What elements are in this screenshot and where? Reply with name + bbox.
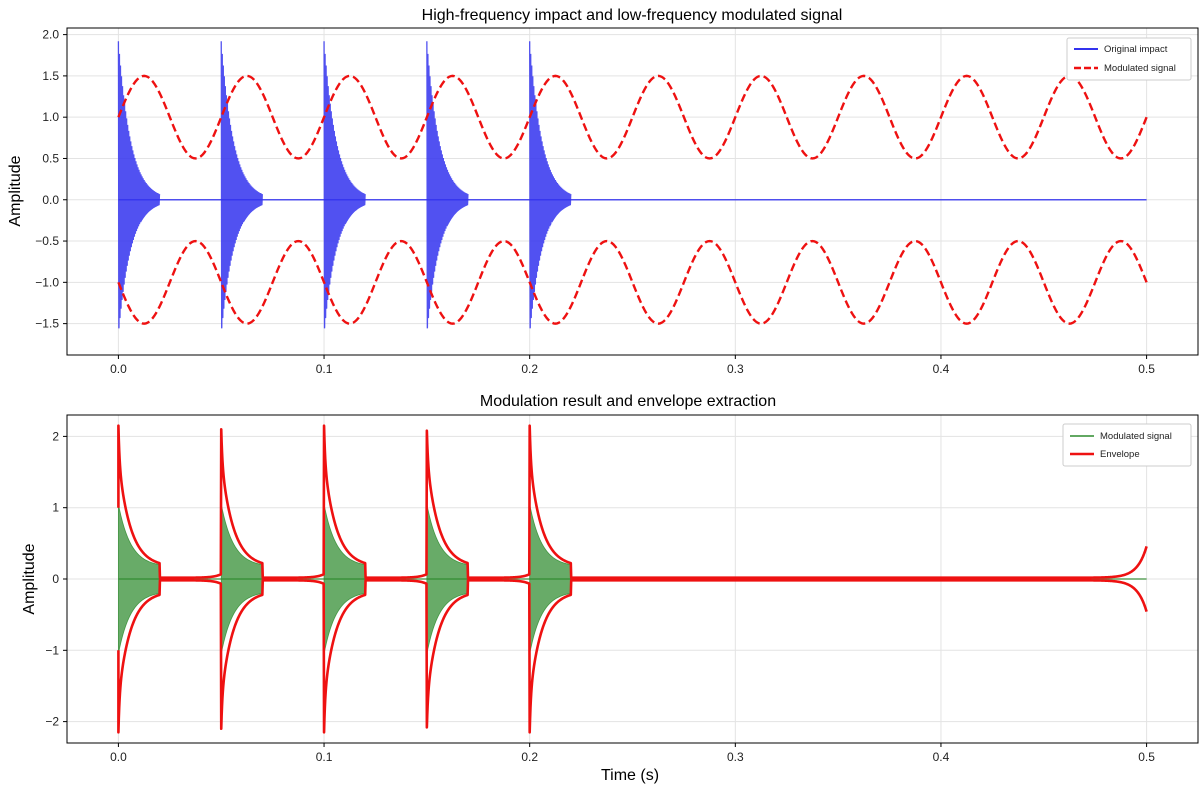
modulated-pulse-fill (118, 504, 160, 654)
envelope-upper (117, 424, 1148, 580)
impact-burst (220, 41, 263, 329)
x-tick-label: 0.4 (933, 750, 950, 764)
y-axis: 2.0 1.5 1.0 0.5 0.0 −0.5 −1.0 −1.5 (35, 28, 67, 331)
y-axis-title: Amplitude (21, 543, 38, 614)
x-axis: 0.0 0.1 0.2 0.3 0.4 0.5 (110, 355, 1155, 376)
y-tick-label: 0.5 (42, 151, 59, 165)
modulated-pulse-fill (323, 504, 366, 654)
legend-box (1062, 423, 1192, 467)
y-tick-label: 2 (52, 429, 59, 443)
y-tick-label: 1.0 (42, 110, 59, 124)
series-layer (117, 41, 1148, 329)
modulated-pulse-fill (220, 504, 263, 654)
modulated-pulse-fill (529, 504, 572, 654)
y-tick-label: 1 (52, 501, 59, 515)
x-tick-label: 0.5 (1138, 750, 1155, 764)
x-tick-label: 0.2 (521, 750, 538, 764)
chart-top: High-frequency impact and low-frequency … (7, 7, 1199, 376)
envelope-lower (117, 578, 1148, 734)
x-tick-label: 0.1 (316, 750, 333, 764)
x-axis: 0.0 0.1 0.2 0.3 0.4 0.5 (110, 743, 1155, 764)
y-axis-title: Amplitude (7, 155, 24, 226)
y-tick-label: −2 (45, 715, 59, 729)
impact-burst (323, 41, 366, 329)
x-tick-label: 0.2 (521, 362, 538, 376)
legend-label-envelope: Envelope (1100, 449, 1140, 460)
x-tick-label: 0.4 (933, 362, 950, 376)
series-layer (117, 424, 1148, 734)
legend: Original impact Modulated signal (1066, 37, 1192, 81)
legend-label-modulated-signal: Modulated signal (1100, 431, 1172, 442)
impact-burst (426, 41, 469, 329)
x-tick-label: 0.1 (316, 362, 333, 376)
carrier-lower (117, 239, 1148, 325)
chart-title: Modulation result and envelope extractio… (480, 393, 776, 410)
y-tick-label: 2.0 (42, 28, 59, 42)
y-tick-label: −1.5 (35, 317, 59, 331)
chart-title: High-frequency impact and low-frequency … (422, 7, 843, 24)
chart-bottom: Modulation result and envelope extractio… (21, 393, 1199, 784)
y-tick-label: −0.5 (35, 234, 59, 248)
y-tick-label: −1 (45, 643, 59, 657)
x-tick-label: 0.3 (727, 362, 744, 376)
carrier-upper (117, 74, 1148, 160)
y-tick-label: 1.5 (42, 69, 59, 83)
x-tick-label: 0.3 (727, 750, 744, 764)
legend-label-original-impact: Original impact (1104, 44, 1168, 55)
y-tick-label: 0 (52, 572, 59, 586)
x-tick-label: 0.0 (110, 362, 127, 376)
x-tick-label: 0.5 (1138, 362, 1155, 376)
x-tick-label: 0.0 (110, 750, 127, 764)
legend-label-modulated-signal: Modulated signal (1104, 63, 1176, 74)
plot-frame (66, 27, 1199, 356)
legend: Modulated signal Envelope (1062, 423, 1192, 467)
y-tick-label: −1.0 (35, 275, 59, 289)
impact-burst (117, 41, 161, 329)
x-axis-title: Time (s) (601, 767, 659, 784)
y-axis: 2 1 0 −1 −2 (45, 429, 67, 729)
impact-burst (529, 41, 572, 329)
y-tick-label: 0.0 (42, 193, 59, 207)
